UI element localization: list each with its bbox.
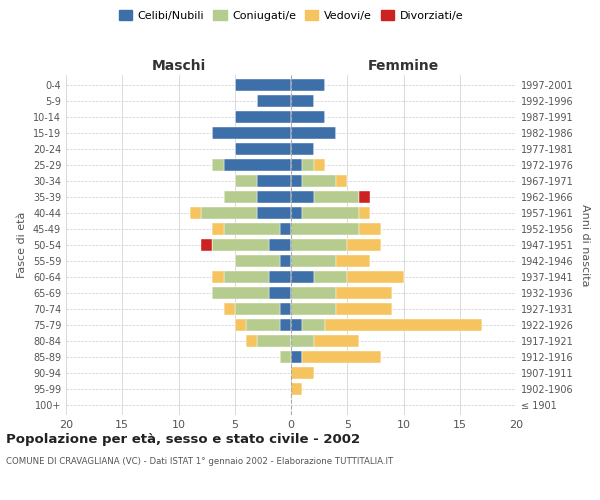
Text: Popolazione per età, sesso e stato civile - 2002: Popolazione per età, sesso e stato civil… (6, 432, 360, 446)
Bar (257, 207, 291, 219)
Bar (223, 271, 269, 283)
Bar (336, 303, 392, 315)
Bar (291, 368, 314, 380)
Bar (347, 271, 404, 283)
Bar (291, 335, 314, 347)
Bar (212, 159, 223, 171)
Bar (347, 239, 381, 251)
Bar (280, 351, 291, 364)
Bar (235, 78, 291, 90)
Bar (314, 271, 347, 283)
Bar (212, 223, 223, 235)
Bar (291, 303, 336, 315)
Bar (302, 175, 336, 187)
Bar (280, 303, 291, 315)
Bar (291, 223, 359, 235)
Bar (235, 319, 246, 331)
Bar (314, 159, 325, 171)
Bar (257, 191, 291, 203)
Bar (212, 126, 291, 138)
Bar (291, 271, 314, 283)
Bar (201, 239, 212, 251)
Bar (235, 143, 291, 155)
Bar (291, 126, 336, 138)
Bar (269, 239, 291, 251)
Bar (314, 335, 359, 347)
Bar (291, 159, 302, 171)
Bar (291, 207, 302, 219)
Bar (291, 78, 325, 90)
Bar (291, 287, 336, 299)
Bar (257, 175, 291, 187)
Bar (223, 303, 235, 315)
Bar (302, 319, 325, 331)
Bar (212, 287, 269, 299)
Bar (223, 223, 280, 235)
Bar (257, 94, 291, 106)
Bar (291, 94, 314, 106)
Bar (269, 287, 291, 299)
Bar (291, 384, 302, 396)
Bar (336, 255, 370, 267)
Bar (280, 319, 291, 331)
Bar (223, 159, 291, 171)
Text: Femmine: Femmine (368, 58, 439, 72)
Bar (302, 159, 314, 171)
Bar (359, 191, 370, 203)
Bar (302, 351, 381, 364)
Bar (257, 335, 291, 347)
Bar (291, 351, 302, 364)
Bar (325, 319, 482, 331)
Bar (291, 255, 336, 267)
Bar (302, 207, 359, 219)
Bar (212, 271, 223, 283)
Bar (291, 191, 314, 203)
Bar (291, 175, 302, 187)
Bar (212, 239, 269, 251)
Y-axis label: Fasce di età: Fasce di età (17, 212, 27, 278)
Bar (291, 110, 325, 122)
Bar (280, 255, 291, 267)
Text: Maschi: Maschi (151, 58, 206, 72)
Legend: Celibi/Nubili, Coniugati/e, Vedovi/e, Divorziati/e: Celibi/Nubili, Coniugati/e, Vedovi/e, Di… (115, 6, 467, 25)
Text: COMUNE DI CRAVAGLIANA (VC) - Dati ISTAT 1° gennaio 2002 - Elaborazione TUTTITALI: COMUNE DI CRAVAGLIANA (VC) - Dati ISTAT … (6, 458, 393, 466)
Bar (280, 223, 291, 235)
Bar (359, 223, 381, 235)
Bar (235, 255, 280, 267)
Bar (291, 239, 347, 251)
Bar (201, 207, 257, 219)
Bar (336, 175, 347, 187)
Bar (223, 191, 257, 203)
Bar (235, 110, 291, 122)
Bar (336, 287, 392, 299)
Bar (235, 175, 257, 187)
Bar (190, 207, 201, 219)
Bar (314, 191, 359, 203)
Bar (246, 335, 257, 347)
Bar (291, 143, 314, 155)
Bar (359, 207, 370, 219)
Bar (235, 303, 280, 315)
Bar (246, 319, 280, 331)
Bar (269, 271, 291, 283)
Y-axis label: Anni di nascita: Anni di nascita (580, 204, 590, 286)
Bar (291, 319, 302, 331)
